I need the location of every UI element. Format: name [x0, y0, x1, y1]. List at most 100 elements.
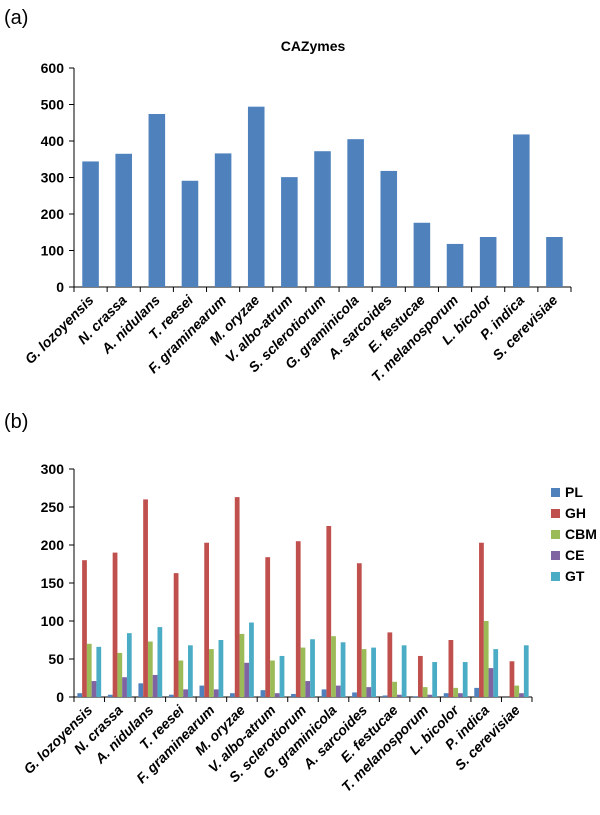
bar-cbm-0	[86, 643, 92, 697]
bar-cbm-1	[117, 652, 123, 697]
bar-gh-2	[143, 499, 148, 697]
bar-ce-1	[122, 677, 127, 697]
bar-gt-8	[340, 642, 346, 697]
bar-gh-3	[173, 573, 179, 697]
bar-gt-9	[371, 647, 376, 697]
y-tick-label: 150	[41, 575, 65, 591]
legend-swatch-gt	[551, 572, 560, 581]
bar-gh-12	[448, 640, 454, 697]
bar-cbm-9	[361, 649, 367, 697]
y-tick-label: 600	[41, 60, 65, 76]
bar-4	[214, 153, 232, 287]
y-tick-label: 0	[56, 689, 64, 705]
bar-gh-7	[295, 541, 301, 697]
legend-swatch-gh	[551, 509, 560, 518]
bar-gh-13	[479, 542, 484, 697]
bar-gh-11	[417, 655, 423, 697]
panel-label-a: (a)	[4, 7, 28, 29]
bar-gt-12	[462, 662, 468, 697]
bar-gt-11	[432, 662, 438, 697]
bar-gh-1	[112, 552, 118, 697]
bar-gh-14	[509, 661, 515, 697]
y-tick-label: 100	[41, 243, 65, 259]
bar-cbm-7	[300, 647, 306, 697]
panel-label-b: (b)	[4, 411, 28, 433]
bar-cbm-10	[392, 681, 397, 697]
bar-gh-8	[326, 526, 332, 697]
bar-ce-0	[91, 681, 97, 697]
bar-cbm-12	[453, 687, 459, 697]
bar-pl-12	[443, 693, 449, 697]
y-tick-label: 300	[41, 170, 65, 186]
bar-pl-10	[382, 695, 388, 697]
legend-swatch-pl	[551, 488, 560, 497]
bar-pl-0	[77, 693, 83, 697]
bar-gh-5	[234, 497, 240, 697]
y-tick-label: 500	[41, 97, 65, 113]
y-tick-label: 400	[41, 133, 65, 149]
chart-a-title: CAZymes	[281, 38, 346, 54]
bar-pl-13	[474, 687, 480, 697]
bar-gt-4	[218, 640, 224, 697]
bar-1	[115, 153, 132, 287]
bar-13	[513, 134, 530, 287]
bar-gh-6	[265, 557, 271, 697]
bar-gt-10	[401, 645, 407, 697]
y-tick-label: 200	[41, 537, 65, 553]
y-tick-label: 300	[41, 461, 65, 477]
bar-ce-13	[488, 668, 494, 697]
bar-pl-5	[230, 693, 235, 697]
bar-gt-7	[310, 639, 315, 697]
bar-pl-11	[413, 696, 418, 697]
bar-ce-9	[366, 687, 372, 697]
bar-gh-9	[356, 563, 362, 697]
bar-gt-14	[523, 645, 529, 697]
bar-cbm-3	[178, 660, 184, 697]
bar-11	[446, 243, 464, 287]
bar-pl-6	[260, 690, 266, 697]
bar-cbm-6	[270, 660, 275, 697]
bar-10	[413, 222, 431, 287]
bar-ce-8	[335, 685, 341, 697]
y-tick-label: 200	[41, 206, 65, 222]
bar-pl-3	[168, 694, 174, 697]
bar-cbm-2	[147, 641, 153, 697]
legend-label-ce: CE	[565, 547, 584, 563]
bar-cbm-4	[209, 649, 214, 697]
bar-pl-2	[138, 683, 144, 697]
bar-pl-7	[291, 693, 296, 697]
bar-ce-12	[458, 693, 463, 697]
bar-pl-8	[321, 689, 327, 697]
y-tick-label: 0	[56, 279, 64, 295]
legend-label-pl: PL	[565, 484, 583, 500]
bar-pl-1	[107, 694, 113, 697]
bar-ce-10	[396, 694, 402, 697]
y-tick-label: 100	[41, 613, 65, 629]
bar-gh-0	[82, 560, 87, 697]
bar-gh-4	[204, 542, 210, 697]
bar-gt-13	[493, 649, 499, 697]
legend-label-gt: GT	[565, 568, 585, 584]
bar-ce-4	[213, 689, 219, 697]
bar-14	[546, 237, 563, 287]
bar-8	[347, 139, 364, 287]
bar-3	[181, 180, 199, 287]
bar-12	[479, 237, 497, 287]
bar-ce-6	[274, 693, 280, 697]
bar-cbm-5	[239, 633, 245, 697]
bar-cbm-14	[514, 685, 520, 697]
bar-gt-0	[96, 646, 102, 697]
y-tick-label: 50	[48, 651, 64, 667]
bar-gt-2	[157, 627, 163, 697]
bar-7	[314, 151, 331, 287]
bar-gt-5	[249, 622, 254, 697]
bar-gh-10	[387, 632, 393, 697]
bar-gt-1	[126, 633, 132, 697]
y-tick-label: 250	[41, 499, 65, 515]
bar-cbm-8	[331, 636, 336, 697]
bar-cbm-11	[422, 687, 428, 697]
legend-label-cbm: CBM	[565, 526, 597, 542]
bar-ce-14	[519, 693, 524, 697]
